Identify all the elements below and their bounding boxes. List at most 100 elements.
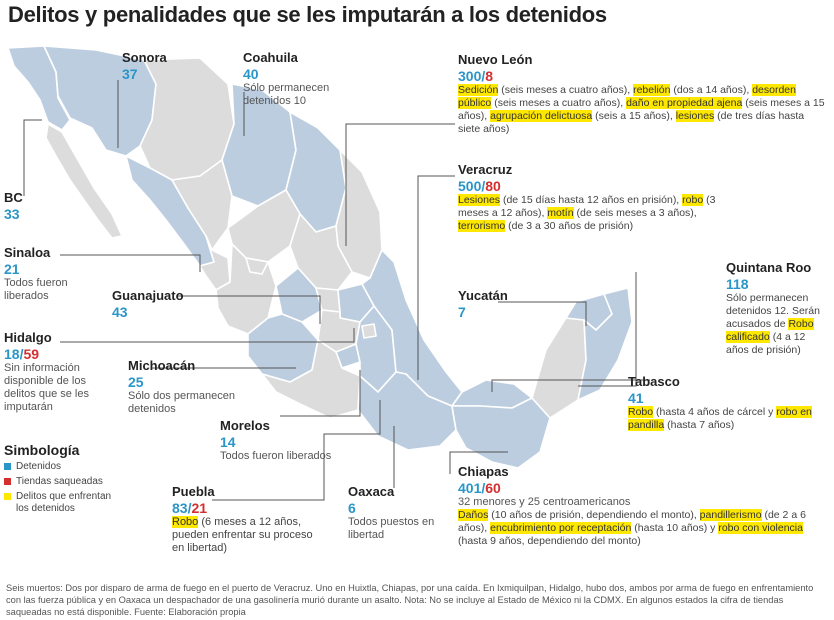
crime-highlight: terrorismo [458,220,506,232]
crime-detail: (seis meses a cuatro años), [498,84,634,96]
label-sonora: Sonora 37 [122,50,167,82]
legend-title: Simbología [4,442,80,458]
detenidos-count: 14 [220,434,236,450]
label-nuevoleon: Nuevo León 300/8 Sedición (seis meses a … [458,52,828,136]
state-note: Sólo permanecen detenidos 12. Serán acus… [726,292,820,330]
crime-detail: (de seis meses a 3 años), [573,207,697,219]
state-name: Hidalgo [4,330,52,345]
detenidos-count: 300 [458,68,482,84]
detenidos-count: 40 [243,66,259,82]
state-name: Sonora [122,50,167,65]
state-name: Nuevo León [458,52,533,67]
label-bc: BC 33 [4,190,23,222]
state-guerrero [261,339,361,419]
crime-detail: (de 2 a 6 años), [458,509,806,534]
legend-swatch-blue [4,463,11,470]
state-note: 32 menores y 25 centroamericanos [458,496,631,508]
crime-detail: (de tres días hasta siete años) [458,110,805,135]
legend: Simbología Detenidos Tiendas saqueadas D… [4,442,124,518]
leader-sinaloa [60,254,201,272]
crime-highlight: rebelión [633,84,671,96]
crime-highlight: Robo [172,516,199,528]
detenidos-count: 7 [458,304,466,320]
label-yucatan: Yucatán 7 [458,288,508,320]
state-note: Todos fueron liberados [220,450,332,462]
crime-detail: (hasta 7 años) [664,419,735,431]
legend-swatch-yellow [4,493,11,500]
state-ags [245,257,269,275]
label-sinaloa: Sinaloa 21 Todos fueron liberados [4,245,78,303]
state-name: Quintana Roo [726,260,812,275]
crime-highlight: encubrimiento por receptación [490,522,632,534]
page-title: Delitos y penalidades que se les imputar… [8,2,607,27]
crime-detail: (de 15 días hasta 12 años en prisión), [500,194,683,206]
state-quintanaroo [577,287,633,401]
crime-detail: (hasta 10 años) y [631,522,719,534]
crime-detail: (dos a 14 años), [670,84,753,96]
state-campeche [531,317,587,419]
crime-detail: (6 meses a 12 años, pueden enfrentar su … [172,516,313,554]
footnote: Seis muertos: Dos por disparo de arma de… [6,583,814,617]
crime-detail: (seis meses a 15 años), [458,97,825,122]
state-name: Guanajuato [112,288,184,303]
crime-highlight: Sedición [458,84,499,96]
label-oaxaca: Oaxaca 6 Todos puestos en libertad [348,484,448,542]
state-name: Oaxaca [348,484,395,499]
state-name: Sinaloa [4,245,51,260]
state-name: Tabasco [628,374,680,389]
crime-detail: (4 a 12 años de prisión) [726,331,806,356]
leader-bc [23,119,42,196]
detenidos-count: 500 [458,178,482,194]
crime-detail: (seis meses a cuatro años), [491,97,627,109]
leader-guanajuato [178,295,321,324]
leader-quintanaroo [578,272,637,387]
crime-highlight: pandillerismo [699,509,762,521]
label-chiapas: Chiapas 401/60 32 menores y 25 centroame… [458,464,830,548]
tiendas-count: 80 [485,178,501,194]
crime-detail: (hasta 9 años, dependiendo del monto) [458,535,641,547]
crime-highlight: Daños [458,509,489,521]
crime-highlight: Robo [628,406,654,418]
state-slp [289,213,353,291]
state-note: Sin información disponible de los delito… [4,362,89,413]
crime-detail: (seis a 15 años), [592,110,676,122]
label-quintanaroo: Quintana Roo 118 Sólo permanecen detenid… [726,260,830,357]
state-name: Yucatán [458,288,508,303]
tiendas-count: 21 [191,500,208,516]
detenidos-count: 25 [128,374,144,390]
crime-detail: (hasta 4 años de cárcel y [653,406,777,418]
legend-swatch-red [4,478,11,485]
mexico-map [7,45,650,501]
label-morelos: Morelos 14 Todos fueron liberados [220,418,360,463]
state-name: Coahuila [243,50,298,65]
crime-highlight: robo con violencia [718,522,803,534]
label-coahuila: Coahuila 40 Sólo permanecen detenidos 10 [243,50,353,108]
label-tabasco: Tabasco 41 Robo (hasta 4 años de cárcel … [628,374,830,432]
state-note: Sólo dos permanecen detenidos [128,390,236,415]
leader-hidalgo [60,328,355,343]
detenidos-count: 18 [4,346,20,362]
state-name: Puebla [172,484,215,499]
crime-highlight: Lesiones [458,194,501,206]
leader-morelos [280,370,361,417]
crime-highlight: lesiones [675,110,715,122]
tiendas-count: 59 [23,346,40,362]
state-note: Todos fueron liberados [4,277,68,302]
detenidos-count: 6 [348,500,356,516]
state-chiapas [451,397,551,469]
state-oaxaca [357,371,457,451]
label-michoacan: Michoacán 25 Sólo dos permanecen detenid… [128,358,258,416]
leader-veracruz [417,175,455,380]
legend-label: Detenidos [16,461,62,472]
state-name: Morelos [220,418,270,433]
state-note: Sólo permanecen detenidos 10 [243,82,330,107]
legend-tiendas: Tiendas saqueadas [4,476,124,488]
crime-highlight: daño en propiedad ajena [626,97,743,109]
tiendas-count: 60 [485,480,501,496]
state-name: Veracruz [458,162,513,177]
crime-detail: (de 3 a 30 años de prisión) [505,220,634,232]
detenidos-count: 37 [122,66,138,82]
leader-yucatan [498,301,587,326]
leader-nuevoleon [345,123,455,246]
detenidos-count: 41 [628,390,644,406]
